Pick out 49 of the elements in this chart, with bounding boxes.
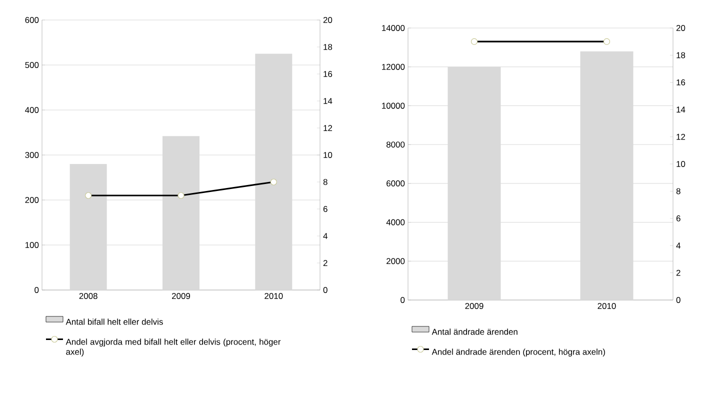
legend-label: Antal bifall helt eller delvis [66,318,163,325]
legend-label: Andel avgjorda med bifall helt eller delvis (procent, höger axel) [66,338,281,356]
legend-label: Andel ändrade ärenden (procent, högra axeln) [432,348,605,357]
y-tick-label: 300 [25,152,39,158]
y2-tick-label: 0 [676,297,680,303]
y2-tick-label: 18 [324,44,332,50]
y-tick-label: 6000 [386,180,405,186]
y-tick-label: 200 [25,197,39,203]
bar [255,54,292,290]
y2-tick-label: 12 [676,134,686,140]
y-tick-label: 600 [25,17,39,23]
y2-tick-label: 2 [676,270,680,276]
y2-tick-label: 4 [676,242,680,249]
x-tick-label: 2009 [172,293,190,300]
y2-tick-label: 16 [324,71,332,77]
y-tick-label: 4000 [386,219,405,226]
y-tick-label: 100 [25,242,39,248]
y-tick-label: 14000 [382,25,405,31]
y2-tick-label: 12 [324,125,332,131]
y-tick-label: 0 [400,297,405,303]
y2-tick-label: 2 [323,260,328,266]
y2-tick-label: 10 [324,152,332,158]
y2-tick-label: 0 [323,287,328,293]
legend-label: Antal ändrade ärenden [432,328,518,335]
x-tick-label: 2010 [264,293,283,300]
y2-tick-label: 20 [676,25,686,31]
y2-tick-label: 8 [676,188,680,194]
y2-tick-label: 16 [676,79,686,86]
y-tick-label: 10000 [382,102,405,109]
y-tick-label: 8000 [386,142,405,148]
y2-tick-label: 14 [676,106,686,113]
y-tick-label: 0 [34,287,39,293]
x-tick-label: 2009 [465,303,484,310]
y2-tick-label: 6 [323,206,328,212]
y-tick-label: 500 [25,62,39,68]
y2-tick-label: 10 [676,161,686,167]
y2-tick-label: 14 [324,98,332,104]
x-tick-label: 2008 [79,293,98,300]
x-tick-label: 2010 [598,303,616,310]
y2-tick-label: 8 [323,179,328,185]
y-tick-label: 400 [25,107,39,113]
y2-tick-label: 4 [323,233,328,239]
bar [70,164,107,290]
bar [162,136,200,290]
y2-tick-label: 20 [323,17,332,23]
y-tick-label: 2000 [386,258,405,264]
y2-tick-label: 18 [676,52,686,58]
y-tick-label: 12000 [382,64,405,70]
y2-tick-label: 6 [676,215,680,222]
